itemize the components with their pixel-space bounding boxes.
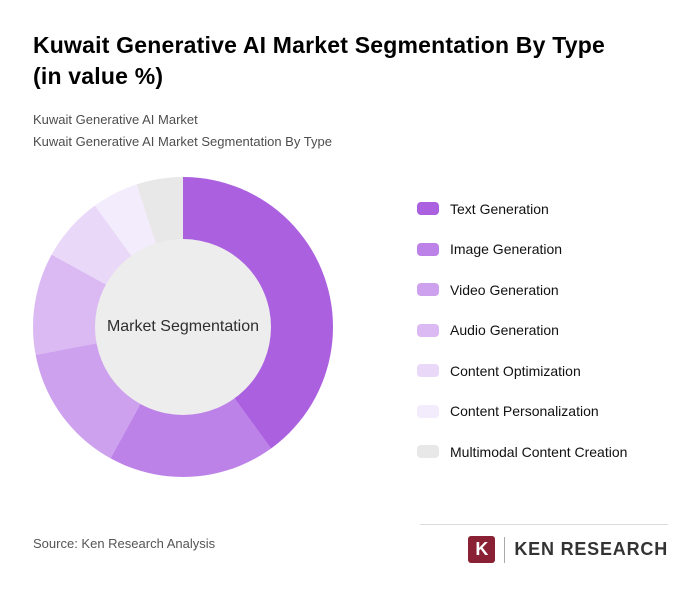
subtitle-line-1: Kuwait Generative AI Market — [33, 112, 198, 128]
legend-item: Video Generation — [417, 282, 627, 298]
chart-area: Market Segmentation Text Generation Image… — [33, 176, 668, 485]
logo-k-icon: K — [468, 536, 496, 563]
logo-text: KEN RESEARCH — [514, 539, 668, 559]
page-title: Kuwait Generative AI Market Segmentation… — [33, 30, 668, 92]
legend-label: Video Generation — [450, 281, 559, 298]
legend-swatch — [417, 445, 439, 459]
legend-swatch — [417, 364, 439, 378]
legend-label: Text Generation — [450, 200, 549, 217]
donut-center: Market Segmentation — [95, 238, 271, 415]
subtitle-line-2: Kuwait Generative AI Market Segmentation… — [33, 133, 332, 149]
legend-swatch — [417, 404, 439, 418]
legend-item: Content Personalization — [417, 403, 627, 419]
page-title-line-2: (in value %) — [33, 63, 164, 90]
legend-label: Multimodal Content Creation — [450, 443, 628, 460]
legend-item: Text Generation — [417, 201, 627, 217]
legend-label: Content Optimization — [450, 362, 581, 379]
footer-logo-block: K KEN RESEARCH — [420, 524, 668, 563]
source-text: Source: Ken Research Analysis — [33, 536, 216, 551]
legend-label: Audio Generation — [450, 322, 559, 339]
legend-swatch — [417, 323, 439, 337]
chart-legend: Text Generation Image Generation Video Gen… — [417, 177, 627, 485]
legend-item: Content Optimization — [417, 363, 627, 379]
logo-divider — [504, 536, 506, 563]
legend-swatch — [417, 283, 439, 297]
legend-swatch — [417, 242, 439, 256]
legend-item: Audio Generation — [417, 322, 627, 338]
legend-label: Image Generation — [450, 241, 563, 258]
legend-label: Content Personalization — [450, 403, 599, 420]
legend-item: Multimodal Content Creation — [417, 444, 627, 460]
ken-research-logo: K KEN RESEARCH — [468, 536, 668, 563]
footer: Source: Ken Research Analysis K KEN RESE… — [33, 524, 668, 563]
chart-subtitle: Kuwait Generative AI Market Kuwait Gener… — [33, 109, 668, 152]
page-title-line-1: Kuwait Generative AI Market Segmentation… — [33, 32, 605, 58]
donut-chart: Market Segmentation — [33, 176, 333, 477]
legend-swatch — [417, 202, 439, 216]
legend-item: Image Generation — [417, 241, 627, 257]
donut-center-label: Market Segmentation — [106, 317, 260, 335]
